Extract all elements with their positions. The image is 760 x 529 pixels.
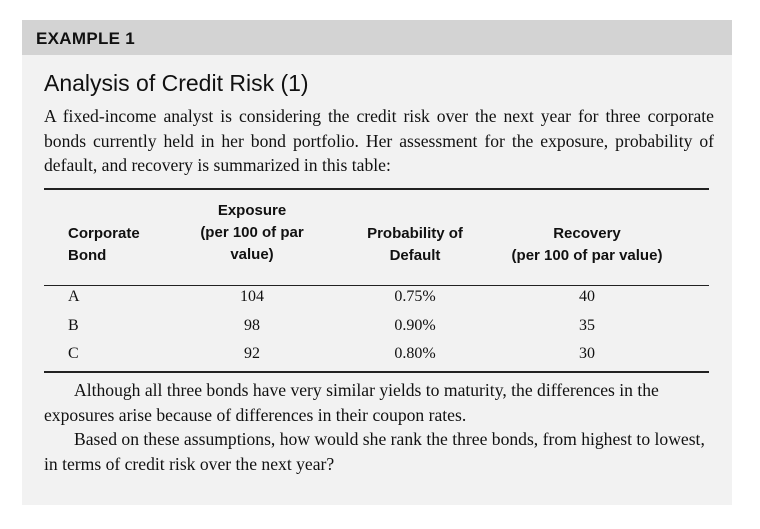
cell-exposure: 98 [244,317,260,334]
cell-probability: 0.90% [394,317,436,334]
table-top-rule [44,188,709,190]
header-exposure-line1: Exposure [217,202,287,219]
example-label-bar: EXAMPLE 1 [22,20,732,55]
example-title: Analysis of Credit Risk (1) [44,70,309,96]
paragraph-yields: Although all three bonds have very simil… [44,380,659,425]
cell-probability: 0.80% [394,345,436,362]
cell-bond: C [68,345,79,362]
cell-bond: A [68,288,80,305]
header-exposure-line2: (per 100 of par [200,224,304,241]
cell-recovery: 40 [579,288,595,305]
example-label: EXAMPLE 1 [36,29,136,48]
example-panel: EXAMPLE 1 Analysis of Credit Risk (1) A … [22,20,732,505]
header-exposure-line3: value) [230,246,274,263]
cell-exposure: 92 [244,345,260,362]
header-recovery-line2: (per 100 of par value) [511,247,663,264]
cell-probability: 0.75% [394,288,436,305]
cell-bond: B [68,317,79,334]
header-bond-line2: Bond [68,247,107,264]
header-recovery-line1: Recovery [553,225,621,242]
paragraph-question: Based on these assumptions, how would sh… [44,429,705,474]
header-probability-of-default: Probability of Default [345,223,485,267]
header-corporate-bond: Corporate Bond [68,223,140,267]
cell-exposure: 104 [240,288,264,305]
header-bond-line1: Corporate [68,225,140,242]
header-probability-line2: Default [389,247,441,264]
table-bottom-rule [44,371,709,373]
table-header-rule [44,285,709,286]
header-recovery: Recovery (per 100 of par value) [497,223,677,267]
cell-recovery: 30 [579,345,595,362]
header-exposure: Exposure (per 100 of par value) [182,200,322,266]
cell-recovery: 35 [579,317,595,334]
intro-paragraph: A fixed-income analyst is considering th… [44,106,714,175]
header-probability-line1: Probability of [367,225,463,242]
